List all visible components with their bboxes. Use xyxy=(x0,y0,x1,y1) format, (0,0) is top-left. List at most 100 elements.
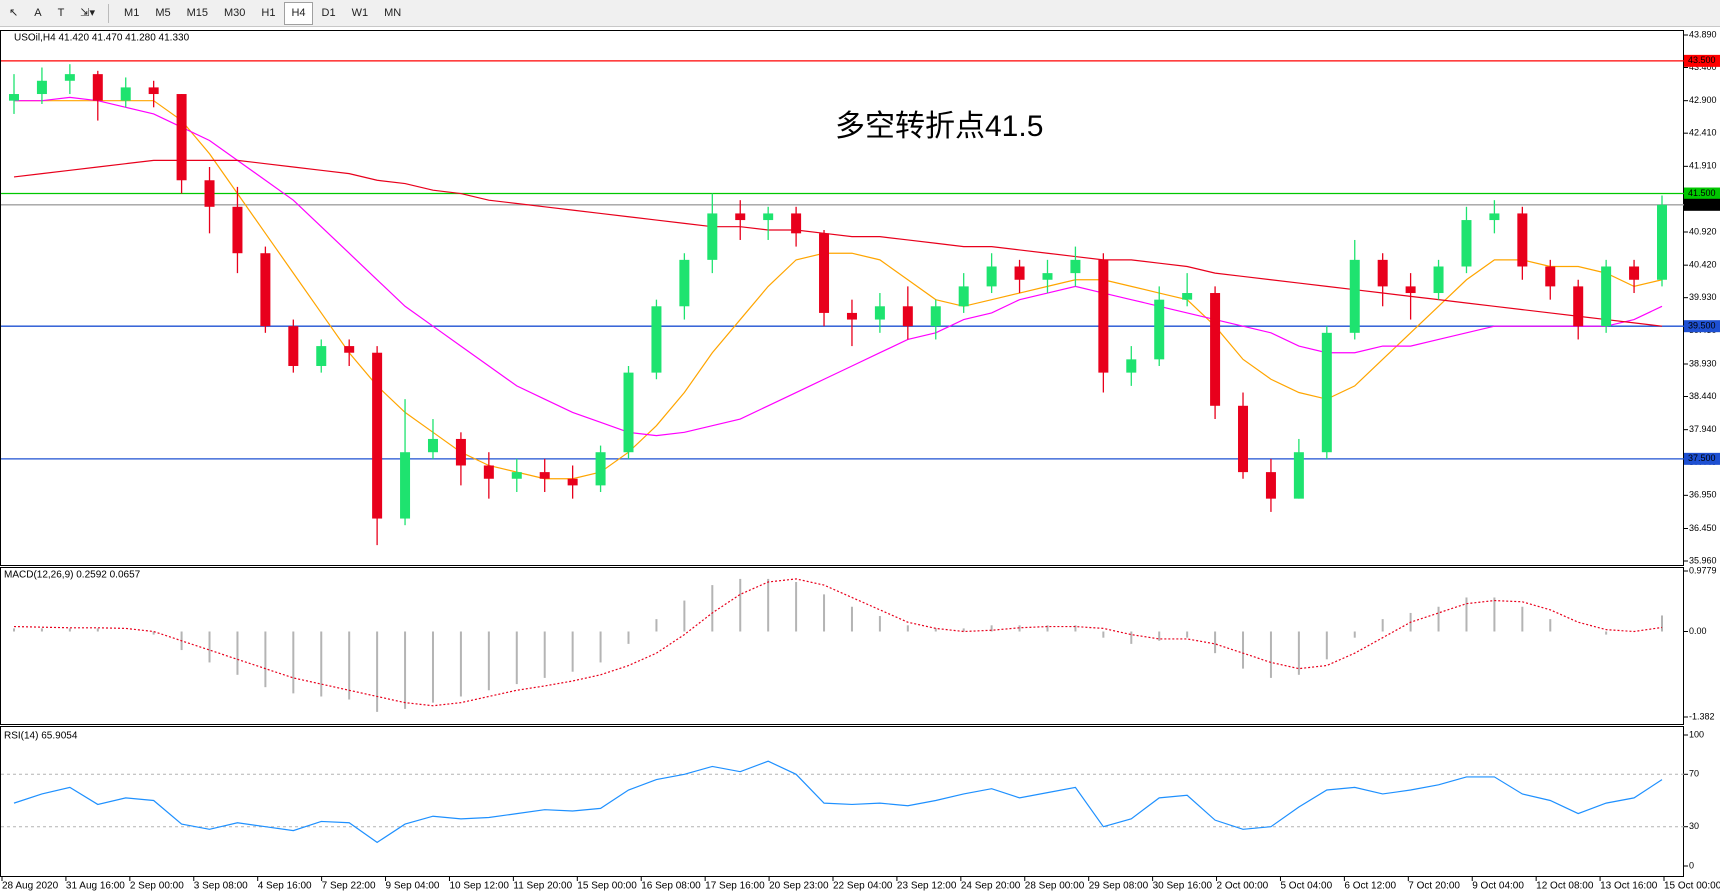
candle-body xyxy=(1182,293,1193,300)
x-tick-label: 9 Sep 04:00 xyxy=(386,881,440,892)
candle-body xyxy=(958,286,969,307)
candle-body xyxy=(483,465,494,479)
candle-body xyxy=(986,266,997,287)
x-tick-label: 2 Sep 00:00 xyxy=(130,881,184,892)
candle-body xyxy=(1070,259,1081,274)
candle-body xyxy=(120,87,131,101)
y-tick-label: 38.930 xyxy=(1689,358,1717,368)
candle-body xyxy=(9,94,19,101)
y-tick-label: 38.440 xyxy=(1689,391,1717,401)
y-tick-label: 37.940 xyxy=(1689,424,1717,434)
y-tick-label: 40.420 xyxy=(1689,260,1717,270)
y-tick-label: 0.9779 xyxy=(1689,565,1717,575)
moving-average xyxy=(14,100,1663,480)
x-tick-label: 29 Sep 08:00 xyxy=(1089,881,1149,892)
level-label: 37.500 xyxy=(1688,453,1716,463)
x-tick-label: 6 Oct 12:00 xyxy=(1344,881,1396,892)
y-tick-label: 0 xyxy=(1689,860,1694,870)
x-tick-label: 28 Sep 00:00 xyxy=(1025,881,1085,892)
period-button[interactable]: M5 xyxy=(155,6,171,19)
candle-body xyxy=(1321,332,1332,453)
period-button[interactable]: D1 xyxy=(321,6,336,19)
label-tool[interactable]: T xyxy=(57,6,65,19)
x-tick-label: 30 Sep 16:00 xyxy=(1153,881,1213,892)
candle-body xyxy=(707,213,718,260)
candle-body xyxy=(1238,405,1249,473)
y-tick-label: 41.910 xyxy=(1689,161,1717,171)
candle-body xyxy=(1657,204,1667,280)
separator xyxy=(108,3,110,23)
candle-body xyxy=(204,180,215,207)
macd-panel xyxy=(0,567,1684,725)
moving-average xyxy=(13,159,1663,327)
candle-body xyxy=(791,213,802,234)
candle-body xyxy=(763,213,774,221)
toolbar: ↖ A T ⇲▾ M1 M5 M15 M30 H1 H4 D1 W1 MN xyxy=(0,0,1720,27)
period-button[interactable]: H1 xyxy=(261,6,276,19)
candle-body xyxy=(1629,266,1640,280)
candle-body xyxy=(1154,299,1165,360)
period-button[interactable]: W1 xyxy=(351,6,369,19)
candle-body xyxy=(819,233,830,313)
y-tick-label: 0.00 xyxy=(1689,626,1707,636)
rsi-line xyxy=(13,760,1663,844)
candle-body xyxy=(1210,293,1221,406)
level-label-bg xyxy=(1684,320,1720,333)
candle-body xyxy=(344,346,355,353)
candle-body xyxy=(846,312,857,320)
x-tick-label: 23 Sep 12:00 xyxy=(897,881,957,892)
candle-body xyxy=(1517,213,1528,267)
y-tick-label: 100 xyxy=(1689,729,1704,739)
candle-body xyxy=(874,306,885,320)
x-tick-label: 7 Sep 22:00 xyxy=(322,881,376,892)
x-tick-label: 7 Oct 20:00 xyxy=(1408,881,1460,892)
rsi-panel xyxy=(0,726,1684,877)
period-button[interactable]: H4 xyxy=(284,1,313,25)
candle-body xyxy=(679,259,690,307)
x-tick-label: 16 Sep 08:00 xyxy=(641,881,701,892)
candle-body xyxy=(427,438,438,453)
candle-body xyxy=(1377,259,1388,287)
period-button[interactable]: M1 xyxy=(124,6,140,19)
x-tick-label: 10 Sep 12:00 xyxy=(449,881,509,892)
y-tick-label: 35.960 xyxy=(1689,555,1717,565)
x-tick-label: 22 Sep 04:00 xyxy=(833,881,893,892)
x-tick-label: 12 Oct 08:00 xyxy=(1536,881,1594,892)
candle-body xyxy=(232,206,243,254)
candle-body xyxy=(455,438,466,466)
period-button[interactable]: MN xyxy=(384,6,402,19)
level-label-bg xyxy=(1684,198,1720,211)
candle-body xyxy=(511,472,522,479)
level-label: 39.500 xyxy=(1688,321,1716,331)
candle-body xyxy=(1433,266,1444,294)
level-label: 43.500 xyxy=(1688,55,1716,65)
candle-body xyxy=(1545,266,1556,287)
candle-body xyxy=(64,74,75,81)
period-button[interactable]: M30 xyxy=(224,6,246,19)
text-tool[interactable]: A xyxy=(34,6,42,19)
candle-body xyxy=(148,87,159,95)
candle-body xyxy=(735,213,746,221)
price-panel xyxy=(0,30,1684,566)
candle-body xyxy=(92,74,103,101)
shapes-tool[interactable]: ⇲▾ xyxy=(80,6,96,19)
y-tick-label: 42.900 xyxy=(1689,95,1717,105)
cursor-tool[interactable]: ↖ xyxy=(9,6,19,19)
x-tick-label: 11 Sep 20:00 xyxy=(513,881,572,892)
candle-body xyxy=(1349,259,1360,333)
candle-body xyxy=(1265,472,1276,499)
signal-line xyxy=(13,578,1663,707)
candle-body xyxy=(1489,213,1500,221)
x-tick-label: 13 Oct 16:00 xyxy=(1600,881,1658,892)
x-tick-label: 31 Aug 16:00 xyxy=(66,881,125,892)
candle-body xyxy=(288,326,299,366)
candle-body xyxy=(176,94,187,181)
rsi-title: RSI(14) 65.9054 xyxy=(4,731,78,742)
x-tick-label: 4 Sep 16:00 xyxy=(258,881,312,892)
y-tick-label: -1.382 xyxy=(1689,711,1715,721)
y-tick-label: 30 xyxy=(1689,821,1699,831)
period-button[interactable]: M15 xyxy=(186,6,209,19)
candle-body xyxy=(400,452,411,519)
candle-body xyxy=(1461,220,1472,267)
